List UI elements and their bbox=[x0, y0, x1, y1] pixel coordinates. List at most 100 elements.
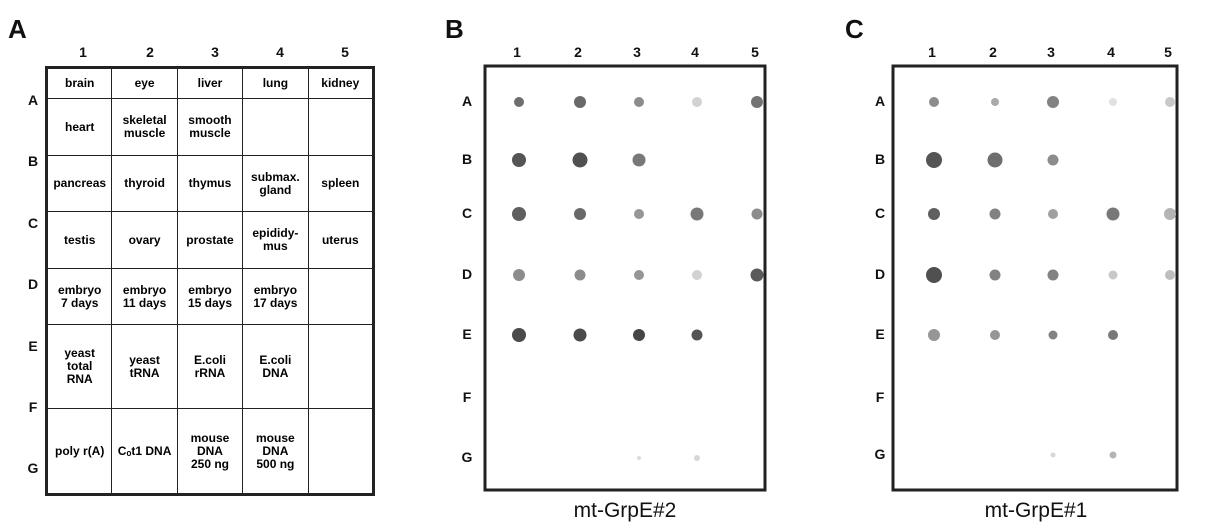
figure: A 1 2 3 4 5 A B C D E F Gbraineyeliverlungkidney hear… bbox=[0, 0, 1206, 527]
blot-dot bbox=[1108, 330, 1118, 340]
blot-dot bbox=[514, 97, 524, 107]
row-label: F bbox=[18, 399, 48, 415]
row-label: C bbox=[865, 205, 895, 221]
column-label: 3 bbox=[1036, 44, 1066, 60]
row-label: C bbox=[18, 215, 48, 231]
column-label: 1 bbox=[917, 44, 947, 60]
row-label: G bbox=[865, 446, 895, 462]
blot-dot bbox=[1107, 208, 1120, 221]
column-label: 1 bbox=[68, 44, 98, 60]
row-label: A bbox=[452, 93, 482, 109]
blot-dot bbox=[692, 330, 703, 341]
blot-dot bbox=[574, 208, 586, 220]
tissue-cell: ovary bbox=[112, 212, 177, 269]
blot-dot bbox=[751, 269, 764, 282]
blot-dot bbox=[637, 456, 641, 460]
tissue-cell: skeletal muscle bbox=[112, 99, 177, 156]
row-label: D bbox=[452, 266, 482, 282]
blot-dot bbox=[633, 329, 645, 341]
blot-dot bbox=[692, 97, 702, 107]
tissue-cell bbox=[243, 99, 308, 156]
row-label: B bbox=[452, 151, 482, 167]
tissue-cell: testis bbox=[47, 212, 112, 269]
blot-dot bbox=[512, 207, 526, 221]
blot-dot bbox=[634, 209, 644, 219]
row-label: D bbox=[18, 276, 48, 292]
tissue-cell bbox=[308, 99, 373, 156]
blot-dot bbox=[1165, 97, 1175, 107]
blot-dot bbox=[634, 270, 644, 280]
tissue-cell: liver bbox=[177, 68, 242, 99]
column-label: 2 bbox=[978, 44, 1008, 60]
blot-dot bbox=[751, 96, 763, 108]
blot-dot bbox=[929, 97, 939, 107]
blot-dot bbox=[574, 96, 586, 108]
tissue-cell: spleen bbox=[308, 155, 373, 212]
tissue-cell: yeast total RNA bbox=[47, 325, 112, 409]
row-label: E bbox=[18, 338, 48, 354]
row-label: B bbox=[865, 151, 895, 167]
panel-label: B bbox=[445, 14, 464, 45]
tissue-cell: brain bbox=[47, 68, 112, 99]
row-label: F bbox=[452, 389, 482, 405]
column-label: 1 bbox=[502, 44, 532, 60]
blot-dot bbox=[1164, 208, 1176, 220]
row-label: G bbox=[452, 449, 482, 465]
column-label: 5 bbox=[740, 44, 770, 60]
tissue-cell: E.coli DNA bbox=[243, 325, 308, 409]
tissue-cell: heart bbox=[47, 99, 112, 156]
column-label: 2 bbox=[563, 44, 593, 60]
blot-dot bbox=[990, 270, 1001, 281]
blot-caption: mt-GrpE#2 bbox=[525, 499, 725, 523]
row-label: A bbox=[18, 92, 48, 108]
blot-frame bbox=[485, 66, 765, 490]
blot-dot bbox=[691, 208, 704, 221]
column-label: 4 bbox=[1096, 44, 1126, 60]
blot-dot bbox=[633, 154, 646, 167]
tissue-cell: embryo 17 days bbox=[243, 268, 308, 325]
blot-dot bbox=[573, 153, 588, 168]
blot-dot bbox=[694, 455, 700, 461]
column-label: 5 bbox=[1153, 44, 1183, 60]
row-label: D bbox=[865, 266, 895, 282]
blot-dot bbox=[991, 98, 999, 106]
column-label: 2 bbox=[135, 44, 165, 60]
column-label: 5 bbox=[330, 44, 360, 60]
column-label: 3 bbox=[200, 44, 230, 60]
blot-dot bbox=[575, 270, 586, 281]
row-label: G bbox=[18, 460, 48, 476]
panel-label: C bbox=[845, 14, 864, 45]
blot-dot bbox=[1109, 98, 1117, 106]
tissue-cell bbox=[308, 409, 373, 495]
row-label: E bbox=[452, 326, 482, 342]
tissue-cell: embryo 11 days bbox=[112, 268, 177, 325]
row-label: E bbox=[865, 326, 895, 342]
tissue-cell bbox=[308, 325, 373, 409]
tissue-cell: eye bbox=[112, 68, 177, 99]
tissue-cell: kidney bbox=[308, 68, 373, 99]
blot-dot bbox=[990, 209, 1001, 220]
blot-dot bbox=[926, 152, 942, 168]
blot-dot bbox=[1047, 96, 1059, 108]
row-label: F bbox=[865, 389, 895, 405]
blot-dot bbox=[926, 267, 942, 283]
panel-label: A bbox=[8, 14, 27, 45]
tissue-cell: thymus bbox=[177, 155, 242, 212]
blot-dot bbox=[1048, 270, 1059, 281]
tissue-cell: poly r(A) bbox=[47, 409, 112, 495]
tissue-cell: mouse DNA 250 ng bbox=[177, 409, 242, 495]
tissue-cell: E.coli rRNA bbox=[177, 325, 242, 409]
blot-dot bbox=[928, 208, 940, 220]
blot-dot bbox=[928, 329, 940, 341]
row-label: B bbox=[18, 153, 48, 169]
blot-dot bbox=[1049, 331, 1058, 340]
tissue-cell: lung bbox=[243, 68, 308, 99]
blot-dot bbox=[752, 209, 763, 220]
blot-dot bbox=[574, 329, 587, 342]
blot-dot bbox=[1109, 271, 1118, 280]
tissue-cell: epididy- mus bbox=[243, 212, 308, 269]
tissue-cell: mouse DNA 500 ng bbox=[243, 409, 308, 495]
tissue-cell: yeast tRNA bbox=[112, 325, 177, 409]
blot-dot bbox=[988, 153, 1003, 168]
